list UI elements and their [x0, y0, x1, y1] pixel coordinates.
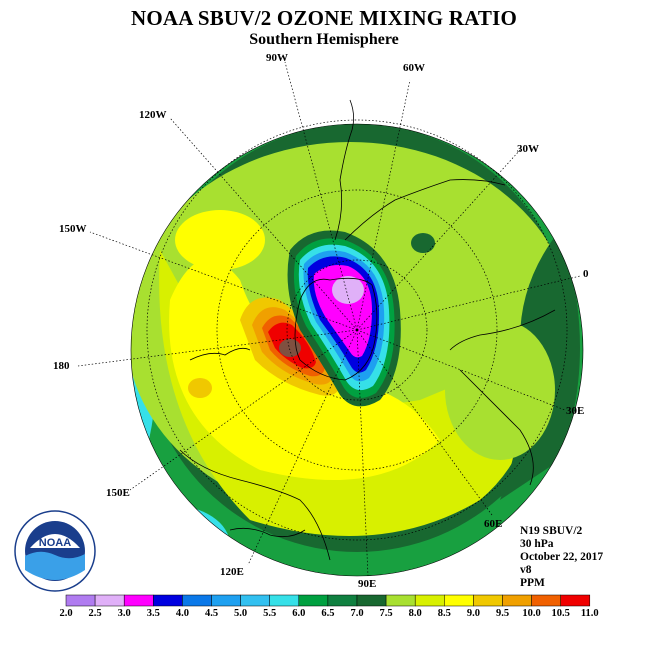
colorbar-swatch — [502, 594, 532, 607]
colorbar-swatch — [298, 594, 329, 607]
logo-text: NOAA — [39, 537, 71, 549]
colorbar-label: 8.0 — [408, 608, 422, 619]
lon-label-60w: 60W — [403, 62, 425, 74]
info-date: October 22, 2017 — [520, 551, 604, 563]
info-block: N19 SBUV/2 30 hPa October 22, 2017 v8 PP… — [520, 525, 603, 590]
colorbar-swatch — [211, 594, 241, 607]
colorbar-label: 5.0 — [234, 608, 248, 619]
colorbar-swatch — [356, 594, 387, 607]
map-subtitle: Southern Hemisphere — [249, 31, 399, 48]
colorbar-swatch — [123, 594, 154, 607]
indian-ocean-coast — [459, 369, 534, 486]
latitude-circle-2 — [216, 189, 498, 471]
info-level: 30 hPa — [520, 538, 554, 550]
map-boundary — [130, 123, 584, 577]
lon-label-180: 180 — [53, 360, 70, 372]
colorbar-label: 10.0 — [522, 608, 541, 619]
meridian-120e — [247, 329, 358, 566]
meridian-180 — [77, 329, 358, 367]
colorbar-swatch — [531, 594, 561, 607]
colorbar-label: 5.5 — [263, 608, 277, 619]
colorbar-swatch — [240, 594, 270, 607]
colorbar-label: 2.0 — [59, 608, 73, 619]
new-zealand-coast — [189, 347, 251, 361]
colorbar-label: 9.5 — [495, 608, 510, 619]
lon-label-90e: 90E — [358, 578, 377, 590]
cyan-region-southwest — [131, 505, 230, 576]
colorbar-swatch — [153, 594, 183, 607]
colorbar-swatch — [94, 594, 125, 607]
lon-label-30w: 30W — [517, 143, 539, 155]
info-version: v8 — [520, 564, 532, 576]
colorbar-label: 9.0 — [466, 608, 480, 619]
lon-label-150w: 150W — [59, 223, 87, 235]
colorbar-label: 6.5 — [321, 608, 335, 619]
hole-core — [332, 276, 364, 304]
colorbar-label: 2.5 — [88, 608, 102, 619]
colorbar-label: 4.0 — [175, 608, 189, 619]
south-america-coast-east — [344, 179, 506, 241]
colorbar-label: 10.5 — [551, 608, 570, 619]
antarctica-coast — [294, 277, 378, 381]
colorbar-swatch — [385, 594, 416, 607]
colorbar-label: 4.5 — [204, 608, 219, 619]
colorbar-swatch — [65, 594, 96, 607]
colorbar-swatch — [182, 594, 212, 607]
colorbar — [65, 594, 591, 607]
colorbar-swatch — [327, 594, 358, 607]
colorbar-label: 8.5 — [437, 608, 451, 619]
logo-gull — [30, 534, 80, 548]
map-title: NOAA SBUV/2 OZONE MIXING RATIO — [131, 6, 517, 30]
meridian-150e — [129, 329, 358, 491]
info-satellite: N19 SBUV/2 — [520, 525, 583, 537]
africa-coast — [449, 309, 556, 351]
meridian-60w — [356, 79, 411, 331]
info-units: PPM — [520, 577, 545, 589]
lon-label-120w: 120W — [139, 109, 167, 121]
dark-green-spot — [411, 233, 435, 253]
colorbar-swatch — [560, 594, 591, 607]
south-america-coast-west — [334, 99, 354, 241]
lon-label-30e: 30E — [566, 405, 585, 417]
meridian-90w — [284, 61, 358, 331]
colorbar-label: 3.5 — [146, 608, 160, 619]
graticule — [77, 61, 581, 577]
tasmania-coast — [229, 527, 306, 538]
ozone-field — [131, 124, 583, 576]
lon-label-90w: 90W — [266, 52, 288, 64]
lon-label-60e: 60E — [484, 518, 503, 530]
latitude-circle-1 — [286, 259, 428, 401]
coastlines — [179, 99, 556, 561]
colorbar-swatch — [473, 594, 503, 607]
gold-spot — [188, 378, 212, 398]
colorbar-swatch — [444, 594, 474, 607]
lon-label-150e: 150E — [106, 487, 130, 499]
colorbar-label: 11.0 — [580, 608, 599, 619]
colorbar-label: 3.0 — [117, 608, 131, 619]
logo-wave — [25, 551, 85, 580]
colorbar-label: 6.0 — [292, 608, 306, 619]
colorbar-swatch — [269, 594, 300, 607]
lon-label-120e: 120E — [220, 566, 244, 578]
meridian-90e — [356, 329, 369, 577]
lon-label-0: 0 — [583, 268, 589, 280]
colorbar-swatch — [414, 594, 445, 607]
colorbar-label: 7.0 — [350, 608, 364, 619]
yellow-region-north — [175, 210, 265, 270]
meridian-30e — [356, 329, 566, 411]
noaa-logo: NOAA — [14, 510, 96, 592]
latitude-circle-3 — [146, 119, 568, 541]
colorbar-label: 7.5 — [379, 608, 393, 619]
lime-spot — [466, 269, 486, 285]
yellow-green-east — [445, 320, 555, 460]
meridian-120w — [169, 117, 358, 331]
australia-coast — [179, 449, 331, 561]
